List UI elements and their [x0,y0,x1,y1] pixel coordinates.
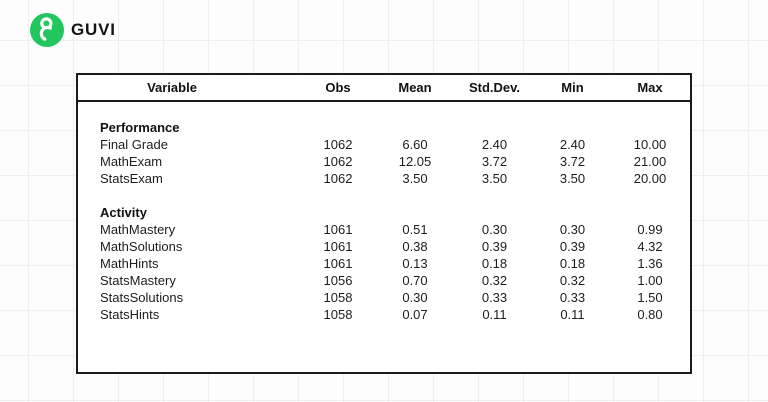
table-body: Performance Final Grade 1062 6.60 2.40 2… [78,101,690,323]
cell-max: 0.80 [637,307,663,322]
cell-max: 1.00 [637,273,663,288]
table-row: StatsHints 1058 0.07 0.11 0.11 0.80 [78,306,690,323]
cell-max: 1.36 [637,256,663,271]
table-row: MathHints 1061 0.13 0.18 0.18 1.36 [78,255,690,272]
cell-stddev: 0.32 [481,273,508,288]
cell-min: 0.32 [559,273,586,288]
section-title: Performance [100,120,180,135]
table-row: MathExam 1062 12.05 3.72 3.72 21.00 [78,153,690,170]
cell-variable: StatsHints [100,307,160,322]
column-header-obs: Obs [300,75,376,102]
stats-table: Variable Obs Mean Std.Dev. Min Max Perfo… [78,75,690,323]
cell-obs: 1062 [323,154,353,169]
cell-max: 10.00 [633,137,667,152]
cell-obs: 1062 [323,171,353,186]
cell-min: 2.40 [559,137,586,152]
summary-statistics-table: Variable Obs Mean Std.Dev. Min Max Perfo… [76,73,692,374]
cell-obs: 1058 [323,290,353,305]
cell-min: 0.39 [559,239,586,254]
column-header-min: Min [535,75,610,102]
column-header-mean: Mean [376,75,454,102]
brand-header: GUVI [30,13,116,47]
cell-min: 0.18 [559,256,586,271]
cell-obs: 1056 [323,273,353,288]
cell-stddev: 0.11 [482,307,507,322]
header-row: Variable Obs Mean Std.Dev. Min Max [78,75,690,102]
cell-min: 0.30 [559,222,586,237]
cell-obs: 1058 [323,307,353,322]
table-row: StatsMastery 1056 0.70 0.32 0.32 1.00 [78,272,690,289]
table-row: MathSolutions 1061 0.38 0.39 0.39 4.32 [78,238,690,255]
cell-mean: 0.13 [402,256,428,271]
cell-mean: 0.30 [402,290,428,305]
cell-obs: 1061 [323,256,353,271]
cell-min: 0.33 [559,290,586,305]
table-row: StatsExam 1062 3.50 3.50 3.50 20.00 [78,170,690,187]
column-header-stddev: Std.Dev. [454,75,535,102]
cell-stddev: 3.50 [481,171,508,186]
cell-max: 21.00 [633,154,667,169]
cell-obs: 1062 [323,137,353,152]
cell-mean: 0.07 [402,307,428,322]
column-header-max: Max [610,75,690,102]
cell-min: 3.50 [559,171,586,186]
cell-mean: 12.05 [398,154,432,169]
cell-mean: 0.51 [402,222,428,237]
cell-stddev: 2.40 [481,137,508,152]
table-header: Variable Obs Mean Std.Dev. Min Max [78,75,690,102]
cell-mean: 6.60 [402,137,428,152]
cell-variable: Final Grade [100,137,168,152]
cell-variable: StatsSolutions [100,290,184,305]
cell-mean: 0.38 [402,239,428,254]
brand-name: GUVI [71,20,116,39]
cell-max: 4.32 [637,239,663,254]
guvi-logo-icon [30,13,64,47]
cell-variable: MathSolutions [100,239,183,254]
spacer-row [78,187,690,204]
cell-min: 0.11 [560,307,585,322]
table-row: StatsSolutions 1058 0.30 0.33 0.33 1.50 [78,289,690,306]
cell-variable: MathMastery [100,222,176,237]
cell-obs: 1061 [323,222,353,237]
cell-max: 1.50 [637,290,663,305]
cell-mean: 3.50 [402,171,428,186]
table-row: Final Grade 1062 6.60 2.40 2.40 10.00 [78,136,690,153]
section-row-activity: Activity [78,204,690,221]
cell-stddev: 0.33 [481,290,508,305]
cell-max: 0.99 [637,222,663,237]
section-title: Activity [100,205,147,220]
cell-max: 20.00 [633,171,667,186]
cell-min: 3.72 [559,154,586,169]
cell-stddev: 3.72 [481,154,508,169]
column-header-variable: Variable [78,75,300,102]
cell-mean: 0.70 [402,273,428,288]
cell-stddev: 0.39 [481,239,508,254]
cell-variable: MathExam [100,154,163,169]
cell-stddev: 0.18 [481,256,508,271]
cell-variable: StatsExam [100,171,163,186]
section-row-performance: Performance [78,119,690,136]
cell-stddev: 0.30 [481,222,508,237]
cell-variable: MathHints [100,256,159,271]
spacer-row [78,101,690,119]
cell-variable: StatsMastery [100,273,176,288]
cell-obs: 1061 [323,239,353,254]
table-row: MathMastery 1061 0.51 0.30 0.30 0.99 [78,221,690,238]
